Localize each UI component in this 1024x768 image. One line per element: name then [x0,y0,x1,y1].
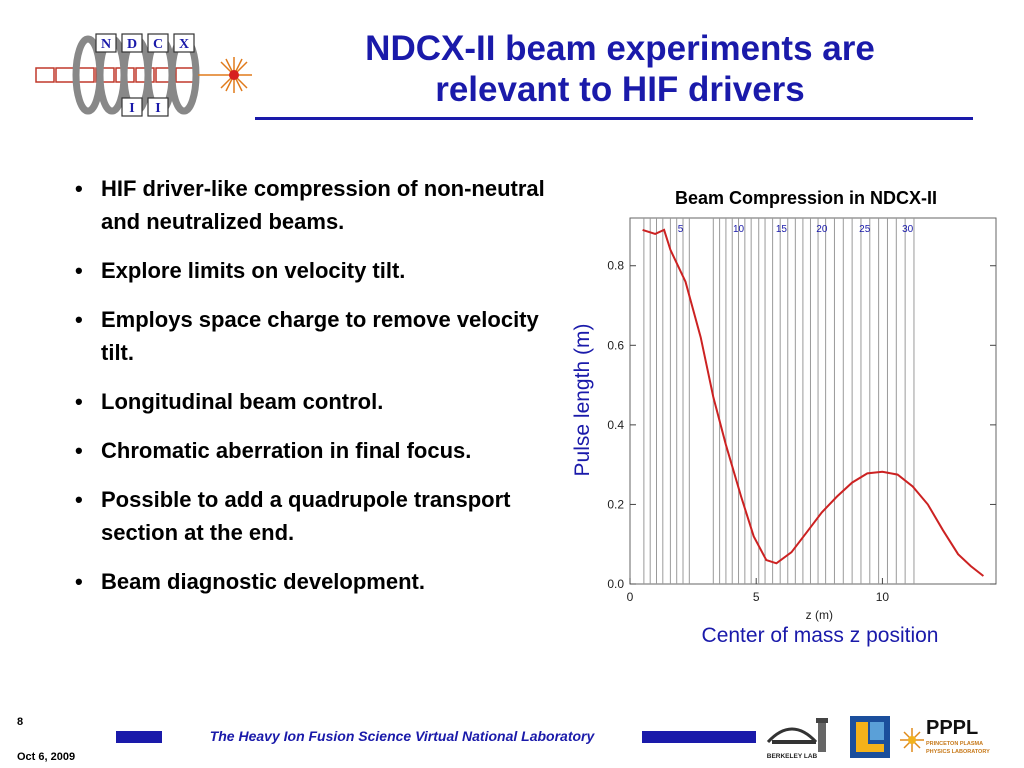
top-tick-label: 30 [902,224,914,235]
logo-letter-d: D [127,37,137,52]
pppl-logo: PPPL PRINCETON PLASMA PHYSICS LABORATORY [900,717,990,755]
bullet-text: Beam diagnostic development. [101,569,425,594]
top-tick-label: 5 [678,224,684,235]
ndcx-logo: N D C X I I [35,33,252,117]
pulse-length-curve [642,228,985,577]
y-tick-label: 0.6 [607,338,624,352]
footer-lab-name: The Heavy Ion Fusion Science Virtual Nat… [162,728,642,744]
y-tick-label: 0.4 [607,418,624,432]
bullet-dot: • [75,487,83,512]
logo-letter-boxes [95,33,195,117]
logo-letter-i-2: I [155,101,160,116]
pppl-subtitle-2: PHYSICS LABORATORY [926,749,990,755]
bullet-item: • Chromatic aberration in final focus. [73,434,563,467]
footer-date: Oct 6, 2009 [17,751,76,763]
bullet-item: • HIF driver-like compression of non-neut… [73,172,563,238]
pppl-label: PPPL [926,717,978,739]
bullet-text: HIF driver-like compression of non-neutr… [101,176,545,234]
y-axis-label: Pulse length (m) [571,323,594,477]
bullet-dot: • [75,569,83,594]
berkeley-lab-label: BERKELEY LAB [767,753,818,760]
y-tick-label: 0.8 [607,259,624,273]
logo-letter-c: C [153,37,163,52]
bullet-item: • Possible to add a quadrupole transport … [73,483,563,549]
bullet-text: Possible to add a quadrupole transport s… [101,487,511,545]
bullet-item: • Employs space charge to remove velocity… [73,303,563,369]
llnl-logo [850,716,890,758]
bullet-text: Longitudinal beam control. [101,389,384,414]
plot-frame [629,217,997,585]
bullet-dot: • [75,258,83,283]
beam-compression-chart: 0.0 0.2 0.4 0.6 0.8 0 5 10 z (m) 5 10 15 20 25 30 [607,217,997,622]
top-tick-label: 15 [776,224,788,235]
bullet-dot: • [75,389,83,414]
top-tick-label: 25 [859,224,871,235]
bullet-item: • Longitudinal beam control. [73,385,563,418]
page-title: NDCX-II beam experiments are relevant to… [300,28,940,110]
top-tick-label: 20 [816,224,828,235]
title-line-2: relevant to HIF drivers [435,70,805,109]
x-tick-label: 5 [753,590,760,604]
bullet-list: • HIF driver-like compression of non-neut… [73,172,563,614]
bullet-dot: • [75,307,83,332]
berkeley-lab-logo: BERKELEY LAB [767,718,828,760]
x-axis-title: z (m) [806,608,833,622]
bullet-dot: • [75,438,83,463]
top-tick-label: 10 [733,224,745,235]
bullet-item: • Beam diagnostic development. [73,565,563,598]
logo-letter-n: N [101,37,111,52]
bullet-dot: • [75,176,83,201]
page-number: 8 [17,716,24,728]
logo-starburst-icon [198,57,252,93]
chart-title: Beam Compression in NDCX-II [674,188,938,208]
logo-letter-x: X [179,37,189,52]
bullet-text: Employs space charge to remove velocity … [101,307,539,365]
bullet-text: Explore limits on velocity tilt. [101,258,406,283]
pppl-subtitle-1: PRINCETON PLASMA [926,741,983,747]
logo-letter-i: I [129,101,134,116]
x-tick-label: 10 [876,590,890,604]
y-tick-label: 0.0 [607,577,624,591]
title-underline [255,117,973,120]
bullet-text: Chromatic aberration in final focus. [101,438,472,463]
x-axis-caption: Center of mass z position [701,624,939,647]
x-tick-label: 0 [627,590,634,604]
bullet-item: • Explore limits on velocity tilt. [73,254,563,287]
title-line-1: NDCX-II beam experiments are [365,29,875,68]
y-tick-label: 0.2 [607,497,624,511]
